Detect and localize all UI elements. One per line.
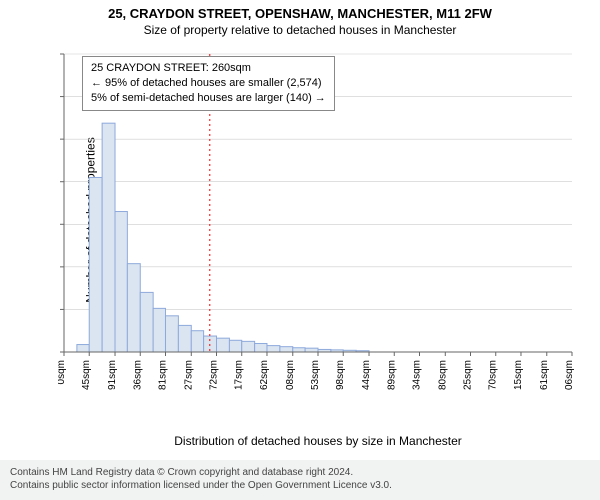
callout-line3: 5% of semi-detached houses are larger (1… xyxy=(91,91,326,106)
svg-text:362sqm: 362sqm xyxy=(259,360,270,390)
footer-line1: Contains HM Land Registry data © Crown c… xyxy=(10,466,590,479)
svg-text:227sqm: 227sqm xyxy=(183,360,194,390)
x-axis-label: Distribution of detached houses by size … xyxy=(58,434,578,448)
chart-container: Number of detached properties 0200400600… xyxy=(58,50,578,390)
svg-text:272sqm: 272sqm xyxy=(209,360,220,390)
callout-line2: ← 95% of detached houses are smaller (2,… xyxy=(91,76,326,91)
svg-text:815sqm: 815sqm xyxy=(513,360,524,390)
svg-text:725sqm: 725sqm xyxy=(463,360,474,390)
page-title: 25, CRAYDON STREET, OPENSHAW, MANCHESTER… xyxy=(0,0,600,21)
svg-text:861sqm: 861sqm xyxy=(539,360,550,390)
svg-text:680sqm: 680sqm xyxy=(437,360,448,390)
callout-line1: 25 CRAYDON STREET: 260sqm xyxy=(91,61,326,76)
svg-text:136sqm: 136sqm xyxy=(132,360,143,390)
svg-text:770sqm: 770sqm xyxy=(488,360,499,390)
svg-text:91sqm: 91sqm xyxy=(107,360,118,390)
footer-line2: Contains public sector information licen… xyxy=(10,479,590,492)
svg-text:317sqm: 317sqm xyxy=(234,360,245,390)
svg-text:45sqm: 45sqm xyxy=(81,360,92,390)
svg-text:181sqm: 181sqm xyxy=(157,360,168,390)
svg-text:634sqm: 634sqm xyxy=(411,360,422,390)
svg-text:408sqm: 408sqm xyxy=(285,360,296,390)
footer: Contains HM Land Registry data © Crown c… xyxy=(0,460,600,500)
svg-text:544sqm: 544sqm xyxy=(361,360,372,390)
page-subtitle: Size of property relative to detached ho… xyxy=(0,21,600,37)
marker-callout: 25 CRAYDON STREET: 260sqm ← 95% of detac… xyxy=(82,56,335,111)
svg-text:906sqm: 906sqm xyxy=(564,360,575,390)
svg-text:589sqm: 589sqm xyxy=(386,360,397,390)
svg-text:453sqm: 453sqm xyxy=(310,360,321,390)
svg-text:0sqm: 0sqm xyxy=(58,360,67,384)
svg-text:498sqm: 498sqm xyxy=(335,360,346,390)
